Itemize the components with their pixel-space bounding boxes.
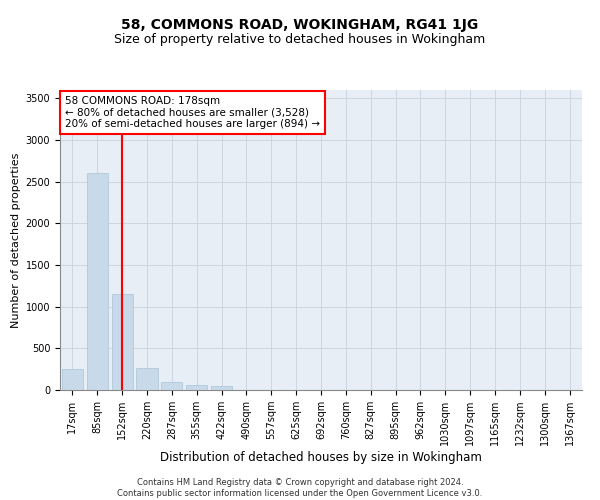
- Bar: [186, 385, 207, 390]
- Text: Size of property relative to detached houses in Wokingham: Size of property relative to detached ho…: [115, 32, 485, 46]
- Bar: [161, 382, 182, 390]
- Y-axis label: Number of detached properties: Number of detached properties: [11, 152, 22, 328]
- Text: 58 COMMONS ROAD: 178sqm
← 80% of detached houses are smaller (3,528)
20% of semi: 58 COMMONS ROAD: 178sqm ← 80% of detache…: [65, 96, 320, 129]
- Text: 58, COMMONS ROAD, WOKINGHAM, RG41 1JG: 58, COMMONS ROAD, WOKINGHAM, RG41 1JG: [121, 18, 479, 32]
- Bar: [87, 174, 108, 390]
- Bar: [136, 368, 158, 390]
- Text: Contains HM Land Registry data © Crown copyright and database right 2024.
Contai: Contains HM Land Registry data © Crown c…: [118, 478, 482, 498]
- Bar: [112, 294, 133, 390]
- Bar: [211, 386, 232, 390]
- Bar: [62, 369, 83, 390]
- X-axis label: Distribution of detached houses by size in Wokingham: Distribution of detached houses by size …: [160, 451, 482, 464]
